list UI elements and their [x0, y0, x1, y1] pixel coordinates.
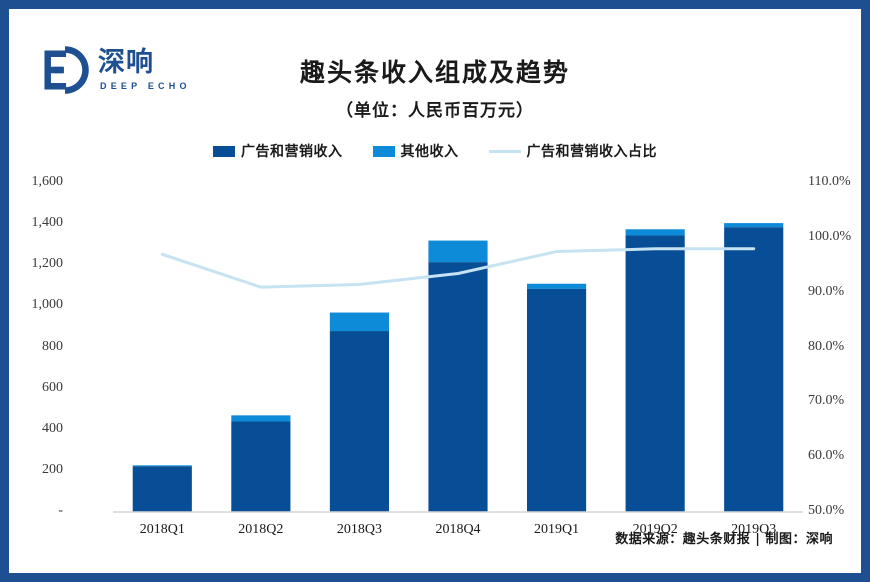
x-axis-tick-2019Q2: 2019Q2	[632, 522, 678, 537]
bar-segment-ad-revenue	[625, 235, 685, 512]
bar-segment-other-revenue	[231, 415, 291, 422]
x-axis-tick-2018Q4: 2018Q4	[435, 522, 481, 537]
bar-segment-other-revenue	[428, 240, 488, 263]
trend-line-ad-share	[160, 247, 756, 289]
y-axis-right-tick: 90.0%	[808, 283, 845, 299]
bar-segment-ad-revenue	[428, 262, 488, 512]
y-axis-left-tick: 1,600	[31, 174, 64, 189]
source-footer: 数据来源：趣头条财报 | 制图：深响	[615, 532, 833, 547]
bar-segment-ad-revenue	[724, 227, 784, 512]
chart-plot-area	[113, 173, 803, 513]
bar-segment-other-revenue	[527, 283, 587, 289]
x-axis-tick-2018Q2: 2018Q2	[238, 522, 284, 537]
y-axis-left-tick: 600	[42, 379, 63, 395]
legend-swatch-other-revenue	[372, 145, 395, 157]
legend-line-ad-share	[488, 149, 521, 153]
bar-segment-ad-revenue	[527, 288, 587, 512]
bar-segment-other-revenue	[132, 465, 192, 467]
chart-svg	[113, 223, 803, 513]
bar-segment-ad-revenue	[231, 421, 291, 512]
bar-segment-ad-revenue	[132, 466, 192, 512]
x-axis-tick-2018Q1: 2018Q1	[139, 522, 185, 537]
poster-inner: 深响 DEEP ECHO 趣头条收入组成及趋势 （单位：人民币百万元） 广告和营…	[9, 9, 861, 573]
y-axis-left-tick: 1,000	[31, 297, 64, 313]
y-axis-right-tick: 50.0%	[808, 503, 845, 518]
brand-name-cn: 深响	[98, 47, 154, 79]
legend-label-ad-revenue: 广告和营销收入	[241, 144, 343, 160]
y-axis-left-tick: 400	[42, 420, 63, 436]
y-axis-left-tick: 1,400	[31, 215, 64, 231]
bars-group	[132, 223, 784, 512]
brand-logo-text: 深响 DEEP ECHO	[98, 47, 191, 91]
y-axis-left-tick: 200	[42, 461, 63, 477]
chart-legend: 广告和营销收入 其他收入 广告和营销收入占比	[13, 141, 857, 161]
x-axis-tick-2019Q3: 2019Q3	[731, 522, 777, 537]
y-axis-right-tick: 110.0%	[808, 174, 851, 189]
y-axis-left-tick: 1,200	[31, 256, 64, 272]
deep-echo-mark-icon	[44, 46, 89, 94]
legend-item-ad-revenue: 广告和营销收入	[213, 141, 343, 161]
trend-line-group	[160, 247, 756, 289]
x-axis-tick-2019Q1: 2019Q1	[534, 522, 580, 537]
legend-swatch-ad-revenue	[213, 145, 235, 157]
y-axis-left-tick: -	[58, 503, 63, 518]
bar-segment-ad-revenue	[329, 331, 389, 512]
chart-title: 趣头条收入组成及趋势	[299, 58, 570, 87]
bar-segment-other-revenue	[724, 223, 784, 228]
bar-segment-other-revenue	[625, 229, 685, 236]
y-axis-right-tick: 60.0%	[808, 448, 845, 464]
y-axis-right-tick: 100.0%	[808, 228, 852, 244]
brand-logo: 深响 DEEP ECHO	[38, 35, 218, 105]
legend-label-other-revenue: 其他收入	[400, 144, 459, 160]
legend-label-ad-share: 广告和营销收入占比	[526, 144, 657, 160]
chart-subtitle: （单位：人民币百万元）	[336, 101, 534, 121]
y-axis-right-tick: 80.0%	[808, 338, 845, 354]
x-axis-tick-2018Q3: 2018Q3	[336, 522, 382, 537]
y-axis-left-tick: 800	[42, 338, 63, 354]
legend-item-ad-share: 广告和营销收入占比	[488, 141, 658, 161]
bar-segment-other-revenue	[329, 312, 389, 332]
y-axis-right-tick: 70.0%	[808, 393, 845, 409]
legend-item-other-revenue: 其他收入	[372, 141, 459, 161]
brand-name-en: DEEP ECHO	[100, 80, 191, 91]
